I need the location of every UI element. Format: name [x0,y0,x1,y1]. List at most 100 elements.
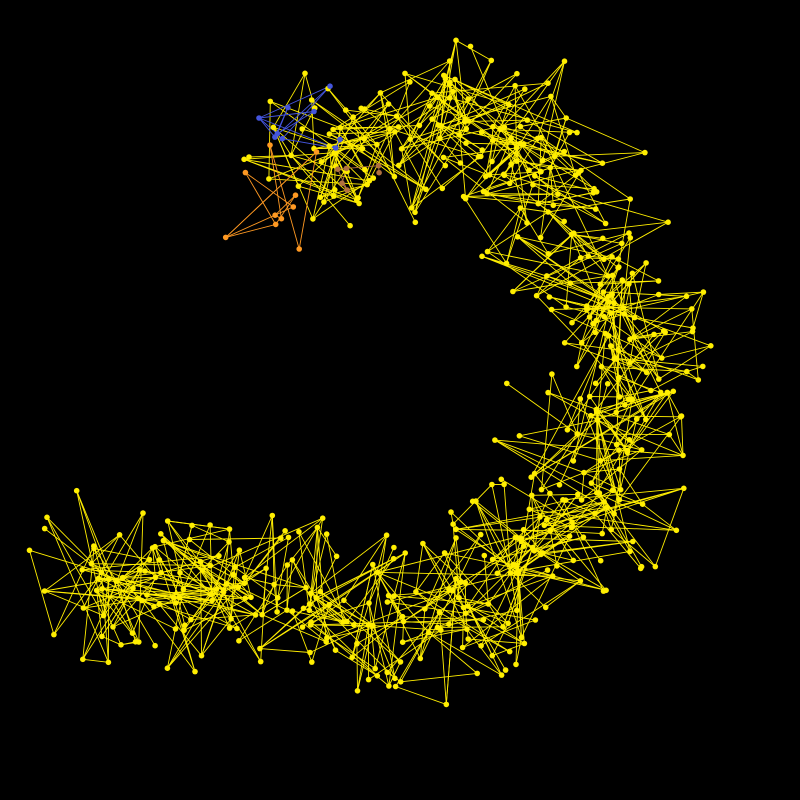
graph-edge [549,494,579,531]
graph-edge [463,196,507,264]
graph-edge [488,603,504,628]
graph-node [370,623,376,629]
graph-edge [467,605,525,644]
graph-node [226,539,232,545]
graph-edge [309,558,394,605]
graph-edge [536,275,548,296]
graph-edge [463,196,596,210]
graph-node [479,253,485,260]
graph-node [626,437,633,443]
graph-edge [269,145,282,219]
graph-edge [531,495,541,518]
graph-node [627,548,633,555]
graph-edge [439,138,461,164]
graph-node [503,260,510,267]
graph-node [561,58,568,64]
graph-node [364,181,371,188]
graph-edge [658,291,704,295]
graph-node [545,389,551,396]
graph-node [492,437,498,443]
graph-node [207,522,213,528]
graph-node [317,194,324,201]
graph-node [267,98,274,105]
graph-edge [533,516,541,551]
graph-node [332,149,338,156]
graph-edge [512,232,575,292]
graph-edge [357,625,369,691]
graph-node [609,487,616,494]
graph-node [180,586,187,593]
graph-node [479,147,486,153]
graph-node [613,355,619,362]
graph-node [341,597,347,604]
graph-edge [459,597,489,605]
graph-edge [335,649,378,677]
graph-node [407,79,413,85]
graph-node [326,131,333,137]
graph-node [80,605,87,611]
graph-node [604,381,611,387]
graph-edge [494,439,585,474]
graph-node [252,612,259,618]
graph-edge [611,294,620,378]
graph-edge [517,236,610,303]
graph-edge [642,503,677,531]
graph-edge [619,390,651,398]
graph-edge [167,520,230,530]
graph-edge [472,500,535,552]
graph-edge [595,334,655,410]
graph-edge [179,594,211,599]
graph-node [513,661,519,668]
graph-node [343,165,350,172]
graph-node [354,688,361,694]
graph-edge [455,537,462,583]
graph-edge [298,531,310,611]
graph-node [228,616,234,622]
graph-node [524,220,530,226]
graph-node [546,294,553,300]
graph-edge [286,609,327,643]
graph-node [566,533,573,539]
graph-edge [346,165,379,169]
graph-node [541,522,548,529]
graph-node [626,230,632,236]
graph-node [538,551,544,558]
graph-node [652,563,659,570]
graph-node [615,347,621,353]
graph-node [331,193,337,199]
graph-node [616,466,623,472]
graph-edge [122,547,153,578]
graph-edge [29,550,55,635]
graph-node [601,313,607,320]
graph-node [412,209,418,216]
graph-node [478,129,485,135]
graph-edge [520,207,549,255]
graph-node [657,389,664,396]
graph-node [307,590,314,597]
graph-edge [258,111,315,119]
graph-edge [389,128,479,158]
graph-node [552,153,558,160]
graph-node [116,532,123,538]
graph-edge [517,537,633,542]
graph-node [516,433,523,439]
graph-edge [628,283,635,338]
graph-node [617,486,624,493]
graph-edge [573,232,589,257]
graph-edge [182,524,211,590]
graph-node [41,525,48,532]
graph-node [588,412,594,419]
graph-edge [548,232,630,255]
graph-node [408,205,415,211]
graph-node [216,553,222,559]
graph-edge [624,313,711,347]
graph-node [374,569,381,576]
graph-node [594,417,601,424]
graph-node [597,457,604,464]
graph-edge [368,624,401,663]
graph-node [460,193,467,200]
graph-edge [409,121,465,140]
graph-edge [601,366,687,373]
graph-node [598,363,605,370]
graph-node [437,135,443,142]
